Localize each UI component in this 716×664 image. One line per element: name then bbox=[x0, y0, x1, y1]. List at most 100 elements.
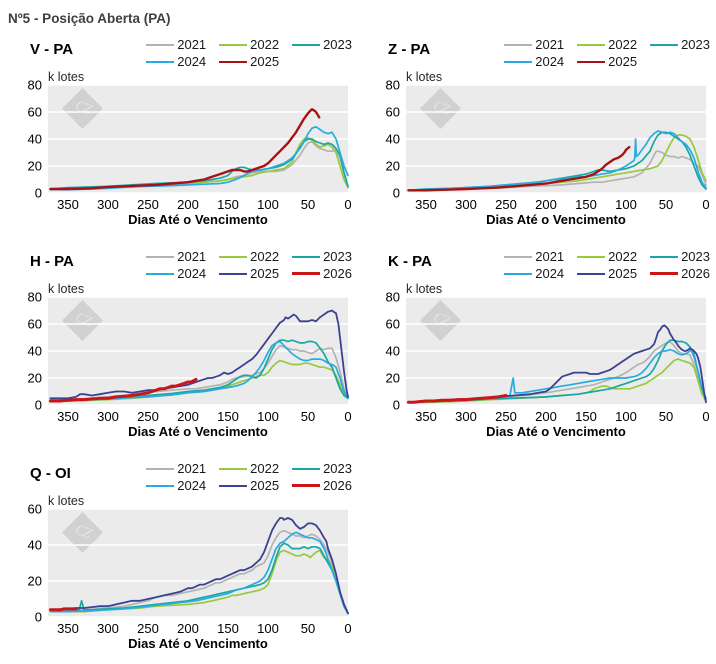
chart-k-pa: K - PA 2021 2022 2023 2024 2025 2026 k lotes … bbox=[358, 240, 716, 452]
x-tick-label: 150 bbox=[575, 409, 597, 424]
x-tick-label: 350 bbox=[415, 409, 437, 424]
legend-item-2022: 2022 bbox=[219, 460, 279, 477]
legend-label: 2022 bbox=[608, 249, 638, 264]
x-tick-label: 200 bbox=[535, 197, 557, 212]
y-unit-label: k lotes bbox=[406, 70, 443, 84]
legend-swatch bbox=[504, 60, 533, 63]
series-line-2026 bbox=[48, 377, 198, 403]
y-tick-label: 40 bbox=[385, 131, 400, 147]
series-line-2024 bbox=[407, 130, 707, 192]
legend-label: 2025 bbox=[250, 266, 280, 281]
legend-label: 2025 bbox=[250, 478, 280, 493]
legend: 2021 2022 2023 2024 2025 bbox=[504, 36, 710, 70]
legend-item-2025: 2025 bbox=[577, 53, 637, 70]
legend-swatch bbox=[219, 467, 248, 470]
series-line-2026 bbox=[48, 607, 78, 612]
legend: 2021 2022 2023 2024 2025 2026 bbox=[146, 248, 352, 282]
legend-label: 2022 bbox=[250, 37, 280, 52]
x-tick-label: 300 bbox=[455, 197, 477, 212]
legend-swatch bbox=[146, 255, 175, 258]
legend-swatch bbox=[219, 272, 248, 275]
chart-v-pa: V - PA 2021 2022 2023 2024 2025 k lotes CZ 0… bbox=[0, 28, 358, 240]
legend-label: 2021 bbox=[535, 249, 565, 264]
series-line-2023 bbox=[49, 542, 349, 615]
legend-swatch bbox=[577, 255, 606, 258]
y-tick-label: 20 bbox=[27, 573, 42, 589]
x-tick-label: 300 bbox=[97, 409, 119, 424]
legend-swatch bbox=[146, 60, 175, 63]
legend-swatch bbox=[146, 484, 175, 487]
y-tick-label: 80 bbox=[27, 77, 42, 93]
y-axis-labels: 0 20 40 60 80 bbox=[8, 290, 42, 413]
chart-header: K - PA 2021 2022 2023 2024 2025 2026 bbox=[388, 248, 710, 282]
x-tick-label: 200 bbox=[177, 621, 199, 636]
legend-item-2021: 2021 bbox=[504, 36, 564, 53]
legend-swatch bbox=[146, 43, 175, 46]
empty-grid-cell bbox=[358, 452, 716, 664]
y-tick-label: 0 bbox=[392, 185, 400, 201]
legend-swatch bbox=[292, 255, 321, 258]
page-title: Nº5 - Posição Aberta (PA) bbox=[8, 11, 171, 26]
legend-swatch bbox=[219, 60, 248, 63]
legend-item-2025: 2025 bbox=[219, 265, 279, 282]
y-tick-label: 0 bbox=[34, 397, 42, 413]
legend-item-2024: 2024 bbox=[146, 477, 206, 494]
y-tick-label: 60 bbox=[385, 316, 400, 332]
legend-label: 2024 bbox=[177, 478, 207, 493]
legend-item-2025: 2025 bbox=[219, 53, 279, 70]
x-axis-title: Dias Até o Vencimento bbox=[486, 424, 626, 439]
y-axis-labels: 0 20 40 60 80 bbox=[8, 78, 42, 201]
legend-label: 2021 bbox=[177, 461, 207, 476]
legend-label: 2023 bbox=[681, 249, 710, 264]
chart-title: K - PA bbox=[388, 253, 432, 270]
x-tick-label: 200 bbox=[535, 409, 557, 424]
legend-swatch bbox=[292, 467, 321, 470]
x-tick-label: 50 bbox=[300, 409, 316, 424]
legend-item-2023: 2023 bbox=[650, 36, 710, 53]
charts-grid: V - PA 2021 2022 2023 2024 2025 k lotes CZ 0… bbox=[0, 28, 716, 664]
x-tick-label: 350 bbox=[57, 409, 79, 424]
x-tick-label: 50 bbox=[658, 409, 674, 424]
legend-label: 2024 bbox=[177, 54, 207, 69]
y-tick-label: 20 bbox=[385, 370, 400, 386]
legend-item-2024: 2024 bbox=[146, 265, 206, 282]
x-axis-labels: 350 300 250 200 150 100 50 0 bbox=[48, 405, 351, 424]
x-tick-label: 100 bbox=[615, 197, 637, 212]
legend-swatch bbox=[650, 255, 679, 258]
y-tick-label: 0 bbox=[34, 185, 42, 201]
x-axis-labels: 350 300 250 200 150 100 50 0 bbox=[48, 617, 351, 636]
x-tick-label: 350 bbox=[415, 197, 437, 212]
x-tick-label: 200 bbox=[177, 409, 199, 424]
series-line-2022 bbox=[49, 549, 349, 615]
legend-swatch bbox=[577, 272, 606, 275]
chart-header: H - PA 2021 2022 2023 2024 2025 2026 bbox=[30, 248, 352, 282]
legend-swatch bbox=[146, 272, 175, 275]
legend-item-2024: 2024 bbox=[146, 53, 206, 70]
series-line-2023 bbox=[49, 138, 349, 190]
chart-title: V - PA bbox=[30, 41, 74, 58]
series-line-2025 bbox=[407, 324, 707, 404]
legend-label: 2026 bbox=[323, 266, 352, 281]
x-tick-label: 350 bbox=[57, 621, 79, 636]
legend-item-2022: 2022 bbox=[577, 36, 637, 53]
x-tick-label: 300 bbox=[97, 197, 119, 212]
series-line-2025 bbox=[49, 108, 321, 191]
x-tick-label: 100 bbox=[257, 409, 279, 424]
legend-item-2026: 2026 bbox=[292, 265, 352, 282]
legend-label: 2026 bbox=[323, 478, 352, 493]
x-tick-label: 250 bbox=[137, 409, 159, 424]
legend-swatch bbox=[504, 272, 533, 275]
y-axis-labels: 0 20 40 60 bbox=[8, 502, 42, 625]
chart-z-pa: Z - PA 2021 2022 2023 2024 2025 k lotes CZ 0… bbox=[358, 28, 716, 240]
legend-item-2022: 2022 bbox=[577, 248, 637, 265]
legend-label: 2021 bbox=[535, 37, 565, 52]
legend-swatch bbox=[577, 43, 606, 46]
legend-swatch bbox=[292, 484, 321, 487]
legend-label: 2022 bbox=[250, 249, 280, 264]
y-tick-label: 40 bbox=[385, 343, 400, 359]
x-axis-labels: 350 300 250 200 150 100 50 0 bbox=[406, 405, 709, 424]
legend: 2021 2022 2023 2024 2025 bbox=[146, 36, 352, 70]
legend: 2021 2022 2023 2024 2025 2026 bbox=[146, 460, 352, 494]
legend-label: 2021 bbox=[177, 249, 207, 264]
legend-item-2023: 2023 bbox=[292, 248, 352, 265]
